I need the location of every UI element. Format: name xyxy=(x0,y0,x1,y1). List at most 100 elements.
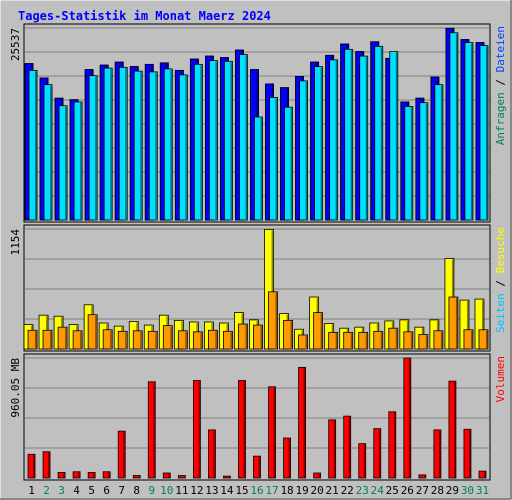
bar-volumen-day-18 xyxy=(283,437,291,479)
bar-seiten-day-18 xyxy=(284,106,293,221)
bar-volumen-day-31 xyxy=(478,470,487,479)
x-tick-label: 10 xyxy=(160,484,173,497)
bar-rechner-day-22 xyxy=(343,331,354,350)
bar-rechner-day-1 xyxy=(27,329,38,350)
bar-seiten-day-29 xyxy=(449,32,459,221)
bar-rechner-day-28 xyxy=(433,330,444,350)
bar-seiten-day-13 xyxy=(209,60,218,221)
bar-seiten-day-19 xyxy=(299,80,308,221)
bar-rechner-day-26 xyxy=(403,331,414,350)
x-tick-label: 31 xyxy=(476,484,489,497)
bar-volumen-day-24 xyxy=(373,428,382,479)
bar-rechner-day-3 xyxy=(57,326,68,350)
side-legend-entry: Volumen xyxy=(494,356,507,402)
x-tick-label: 21 xyxy=(326,484,339,497)
side-legend: Volumen xyxy=(494,356,507,402)
side-legend-separator: / xyxy=(494,273,507,293)
x-axis-tick-labels: 1 2 3 4 5 6 7 8 9 10 11 12 13 14 15 16 17 18 19 20 21 22 23 24 2… xyxy=(28,484,489,497)
bar-rechner-day-31 xyxy=(478,329,489,350)
x-tick-label: 25 xyxy=(386,484,399,497)
x-tick-label: 1 xyxy=(28,484,35,497)
bar-rechner-day-16 xyxy=(253,324,263,350)
bar-volumen-day-23 xyxy=(358,443,367,479)
x-tick-label: 14 xyxy=(220,484,234,497)
bar-rechner-day-29 xyxy=(448,296,459,350)
x-tick-label: 20 xyxy=(311,484,324,497)
panel-middle: 1154 Seiten / Besuche xyxy=(9,224,507,352)
bar-volumen-day-13 xyxy=(208,429,216,479)
bar-rechner-day-18 xyxy=(283,320,293,350)
bar-volumen-day-1 xyxy=(27,453,36,479)
bar-rechner-day-25 xyxy=(388,327,399,350)
x-tick-label: 4 xyxy=(73,484,80,497)
chart-panels: 25537 Anfragen / Dateien 1154 Seiten / Besu… xyxy=(9,23,507,481)
bar-volumen-day-2 xyxy=(42,451,51,479)
bar-volumen-day-21 xyxy=(328,419,337,479)
bar-rechner-day-4 xyxy=(72,330,83,350)
bar-volumen-day-20 xyxy=(313,472,322,479)
bar-seiten-day-15 xyxy=(239,54,248,221)
side-legend: Anfragen / Dateien xyxy=(494,26,507,145)
side-legend-entry: Besuche xyxy=(494,227,507,273)
bar-seiten-day-3 xyxy=(58,105,68,221)
bar-rechner-day-9 xyxy=(147,330,158,350)
bar-volumen-day-27 xyxy=(418,474,427,479)
bar-volumen-day-26 xyxy=(403,357,412,479)
bar-seiten-day-22 xyxy=(344,48,354,221)
bar-volumen-day-22 xyxy=(343,415,352,479)
bar-rechner-day-24 xyxy=(373,330,384,350)
side-legend-separator: / xyxy=(494,72,507,92)
x-tick-label: 2 xyxy=(43,484,50,497)
series-volumen xyxy=(27,357,487,479)
bar-seiten-day-10 xyxy=(163,68,173,221)
side-legend: Seiten / Besuche xyxy=(494,227,507,333)
x-tick-label: 6 xyxy=(103,484,110,497)
bar-volumen-day-12 xyxy=(192,380,201,479)
x-tick-label: 22 xyxy=(341,484,354,497)
bar-rechner-day-2 xyxy=(42,329,53,350)
x-tick-label: 7 xyxy=(118,484,125,497)
bar-seiten-day-26 xyxy=(404,106,414,221)
bar-rechner-day-19 xyxy=(298,334,308,350)
bar-seiten-day-31 xyxy=(479,45,489,221)
bar-volumen-day-19 xyxy=(298,366,306,479)
side-legend-entry: Anfragen xyxy=(494,92,507,145)
bar-rechner-day-11 xyxy=(177,330,188,350)
bar-seiten-day-4 xyxy=(73,101,83,221)
chart-title: Tages-Statistik im Monat Maerz 2024 xyxy=(18,9,271,23)
bar-volumen-day-3 xyxy=(57,471,66,479)
x-tick-label: 15 xyxy=(235,484,248,497)
x-tick-label: 9 xyxy=(148,484,155,497)
bar-volumen-day-7 xyxy=(117,430,126,479)
bar-seiten-day-11 xyxy=(178,74,188,221)
bar-volumen-day-5 xyxy=(87,471,96,479)
panel-top: 25537 Anfragen / Dateien xyxy=(9,23,507,223)
x-tick-label: 13 xyxy=(205,484,218,497)
side-legend-entry: Seiten xyxy=(494,293,507,333)
bar-seiten-day-24 xyxy=(374,45,384,221)
x-tick-label: 18 xyxy=(280,484,293,497)
scale-label: 960.05 MB xyxy=(9,358,22,418)
bar-seiten-day-25 xyxy=(389,51,399,221)
bar-seiten-day-21 xyxy=(329,59,339,221)
x-tick-label: 24 xyxy=(371,484,385,497)
x-tick-label: 3 xyxy=(58,484,65,497)
bar-rechner-day-17 xyxy=(268,291,278,350)
x-tick-label: 27 xyxy=(416,484,429,497)
x-tick-label: 12 xyxy=(190,484,203,497)
scale-label: 1154 xyxy=(9,229,22,256)
bar-seiten-day-23 xyxy=(359,55,369,221)
bar-seiten-day-12 xyxy=(193,63,203,221)
bar-rechner-day-10 xyxy=(162,325,173,350)
x-tick-label: 29 xyxy=(446,484,459,497)
scale-label: 25537 xyxy=(9,28,22,61)
x-tick-label: 19 xyxy=(295,484,308,497)
x-tick-label: 5 xyxy=(88,484,95,497)
bar-seiten-day-14 xyxy=(224,60,233,221)
bar-seiten-day-2 xyxy=(43,84,53,221)
bar-seiten-day-6 xyxy=(103,67,113,221)
bar-rechner-day-8 xyxy=(132,330,143,350)
side-legend-entry: Dateien xyxy=(494,26,507,72)
bar-rechner-day-15 xyxy=(238,323,248,350)
